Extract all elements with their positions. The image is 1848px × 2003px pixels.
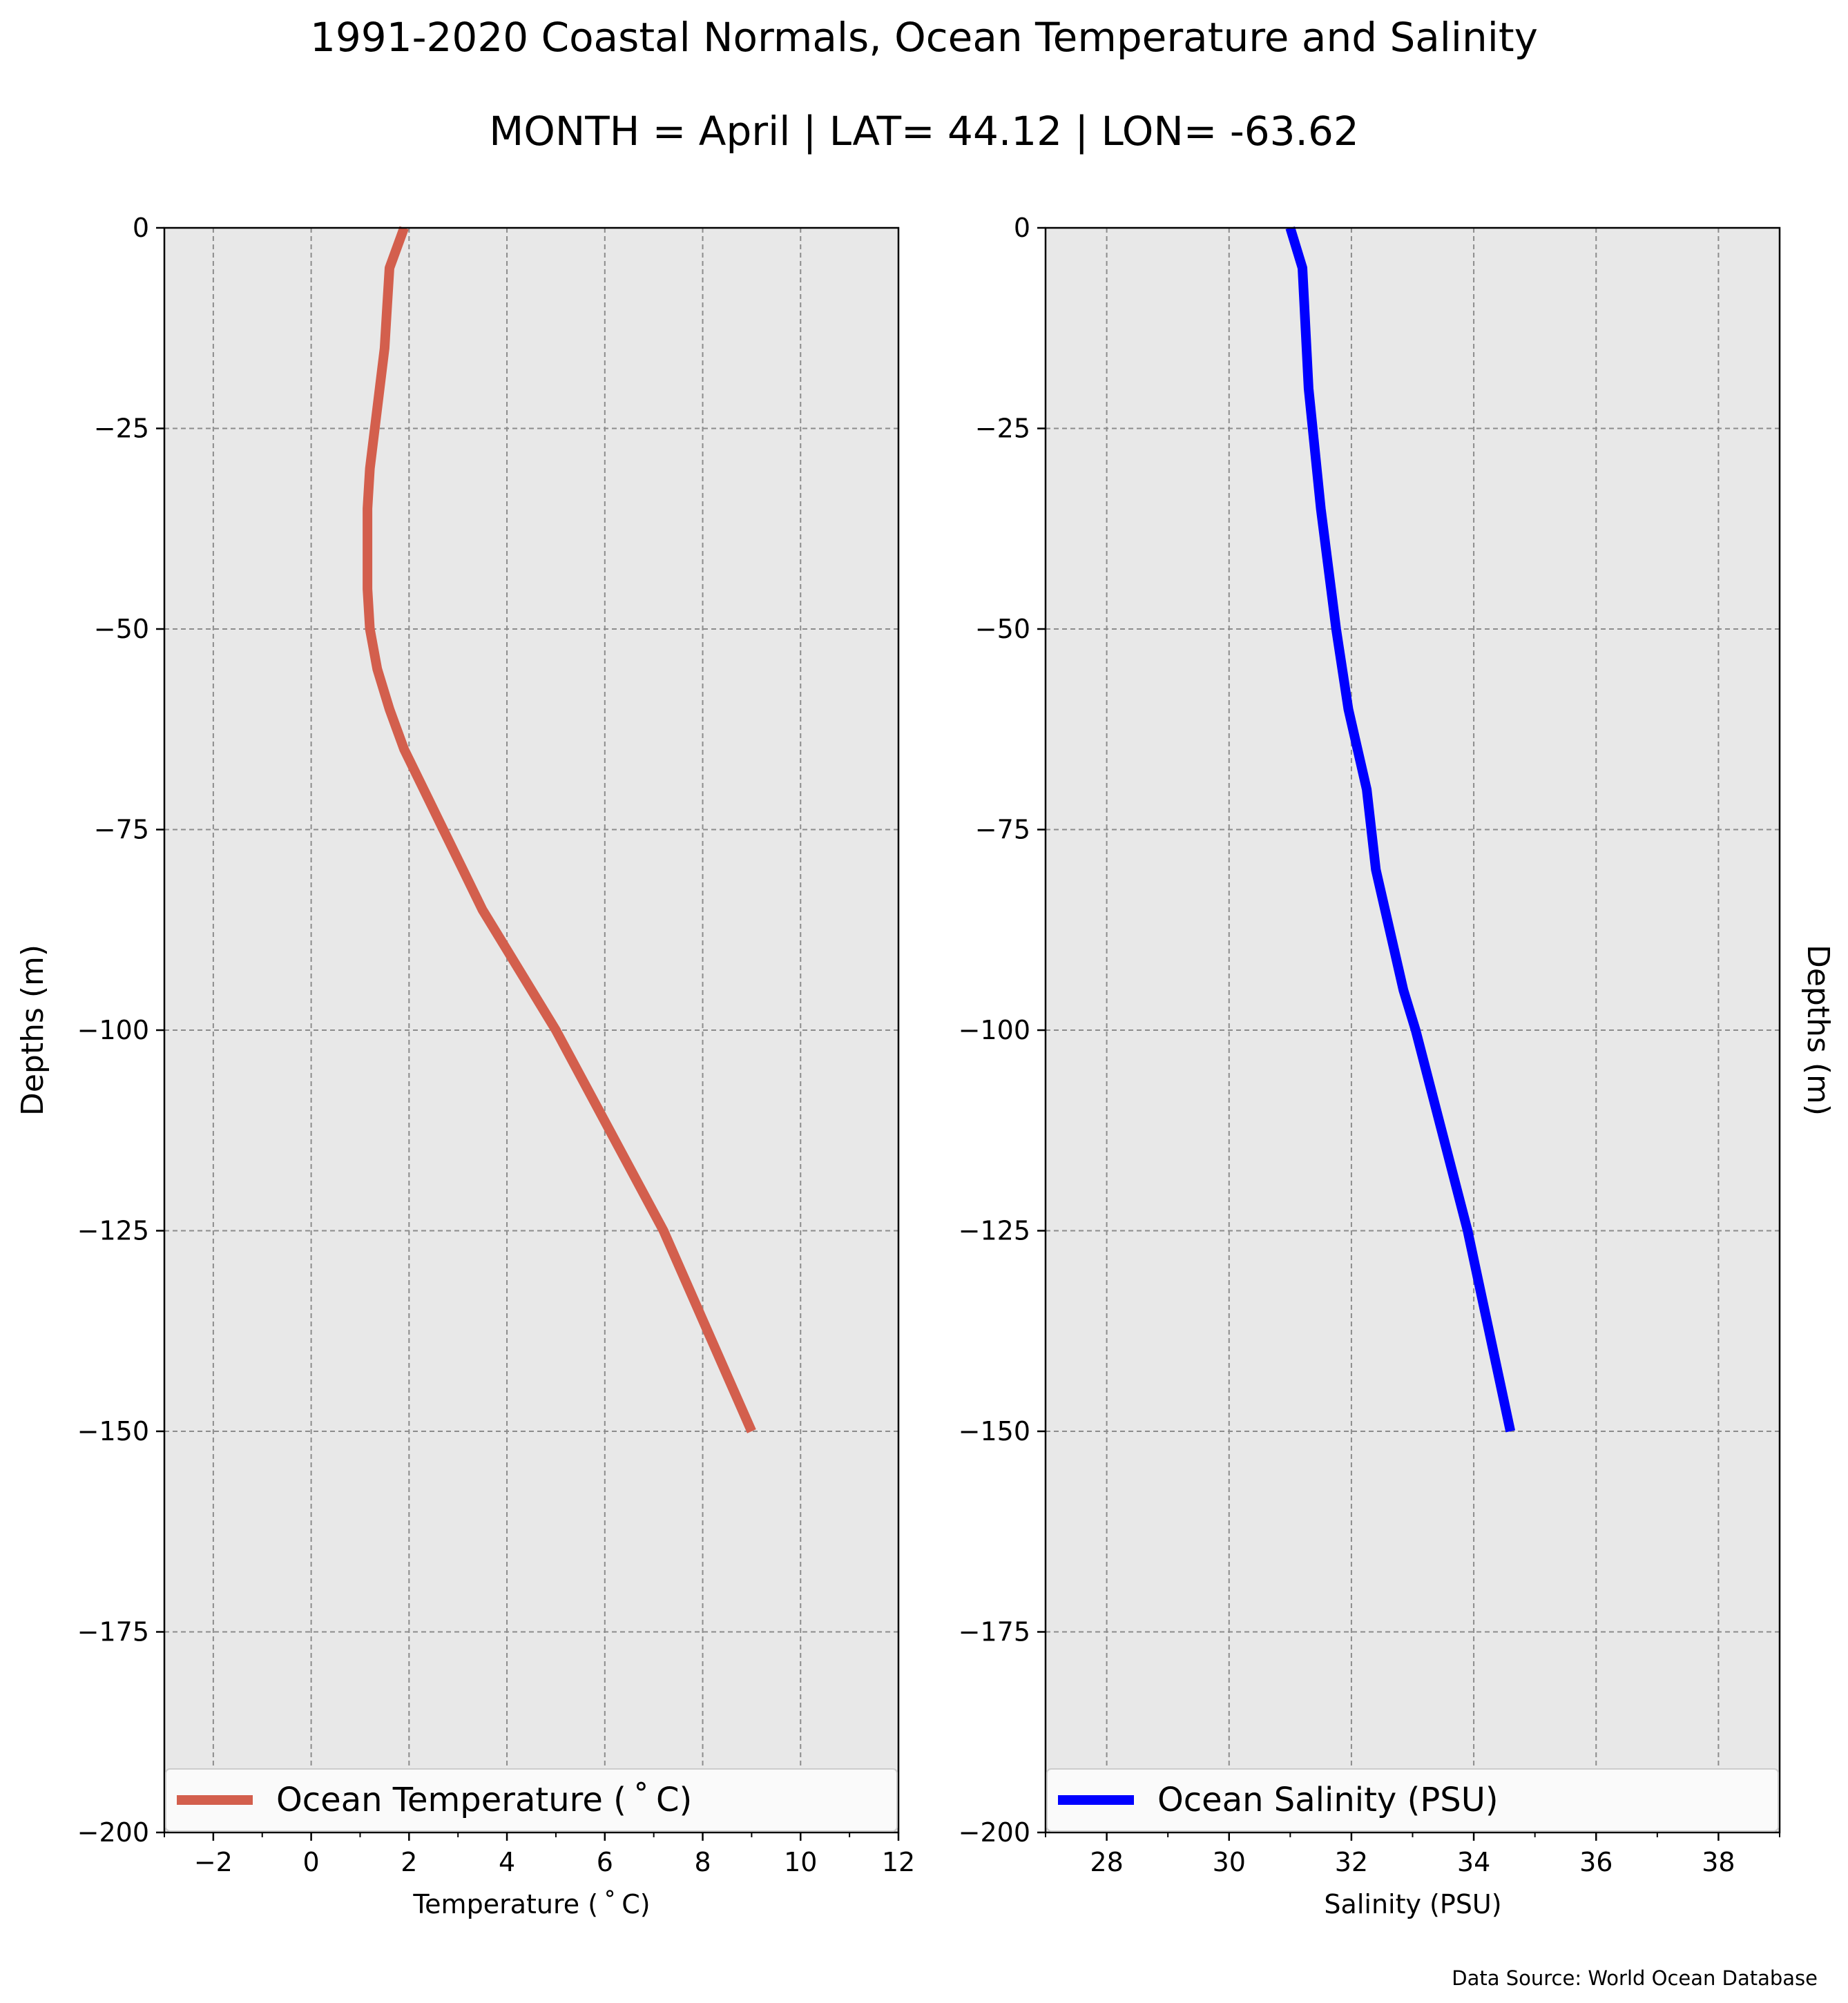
salinity-y-tick-label: −75 [975,815,1030,845]
salinity-x-tick-label: 30 [1213,1847,1246,1877]
salinity-series-line [1285,226,1516,1433]
temperature-y-ticks: 0 −25 −50 −75 −100 −125 −150 −175 −200 [77,213,164,1848]
salinity-y-tick-label: −200 [959,1817,1030,1848]
temperature-x-tick-label: 0 [303,1847,320,1877]
temperature-gridlines [164,228,898,1832]
temperature-x-tick-label: 6 [597,1847,613,1877]
salinity-x-axis-label: Salinity (PSU) [1324,1889,1501,1919]
temperature-y-tick-label: −50 [94,614,149,644]
temperature-legend: Ocean Temperature ( ˚ C) [165,1768,898,1832]
right-y-axis-label: Depths (m) [1800,945,1836,1116]
salinity-y-tick-label: −100 [959,1015,1030,1045]
temperature-x-tick-label: 4 [499,1847,515,1877]
temperature-panel: −2 0 2 4 6 8 10 12 0 −25 −50 −75 −100 −125 −150 −175 −2… [15,213,915,1919]
salinity-panel: 28 30 32 34 36 38 0 −25 −50 −75 −100 −125 −150 −175 −… [959,213,1836,1919]
salinity-y-tick-label: −150 [959,1416,1030,1446]
temperature-y-tick-label: −75 [94,815,149,845]
chart-subtitle: MONTH = April | LAT= 44.12 | LON= -63.62 [489,108,1359,155]
temperature-y-tick-label: −200 [77,1817,149,1848]
temperature-x-tick-label: 8 [694,1847,711,1877]
temperature-x-tick-label: −2 [194,1847,233,1877]
data-source-note: Data Source: World Ocean Database [1452,1966,1818,1990]
left-y-axis-label: Depths (m) [15,945,50,1116]
salinity-y-tick-label: −175 [959,1617,1030,1647]
salinity-y-tick-label: −25 [975,414,1030,444]
temperature-y-tick-label: −125 [77,1216,149,1246]
salinity-x-tick-label: 32 [1335,1847,1368,1877]
salinity-x-ticks: 28 30 32 34 36 38 [1045,1832,1780,1877]
salinity-legend: Ocean Salinity (PSU) [1046,1768,1779,1832]
chart-title: 1991-2020 Coastal Normals, Ocean Tempera… [310,14,1538,61]
salinity-x-tick-label: 38 [1702,1847,1735,1877]
salinity-y-ticks: 0 −25 −50 −75 −100 −125 −150 −175 −200 [959,213,1046,1848]
salinity-legend-box [1046,1768,1779,1832]
salinity-legend-label: Ocean Salinity (PSU) [1157,1781,1499,1819]
temperature-y-tick-label: −175 [77,1617,149,1647]
temperature-x-tick-label: 12 [882,1847,915,1877]
salinity-y-tick-label: −50 [975,614,1030,644]
temperature-legend-box [165,1768,898,1832]
temperature-x-tick-label: 2 [401,1847,417,1877]
salinity-x-tick-label: 36 [1579,1847,1613,1877]
salinity-x-tick-label: 34 [1457,1847,1490,1877]
temperature-x-tick-label: 10 [784,1847,817,1877]
salinity-y-tick-label: 0 [1014,213,1030,243]
temperature-x-axis-label: Temperature ( ˚ C) [412,1889,650,1919]
temperature-x-ticks: −2 0 2 4 6 8 10 12 [164,1832,915,1877]
temperature-legend-label: Ocean Temperature ( ˚ C) [276,1781,692,1819]
temperature-y-tick-label: −25 [94,414,149,444]
temperature-y-tick-label: −150 [77,1416,149,1446]
temperature-y-tick-label: 0 [133,213,149,243]
temperature-y-tick-label: −100 [77,1015,149,1045]
salinity-y-tick-label: −125 [959,1216,1030,1246]
temperature-series-line [363,226,756,1433]
salinity-x-tick-label: 28 [1090,1847,1123,1877]
